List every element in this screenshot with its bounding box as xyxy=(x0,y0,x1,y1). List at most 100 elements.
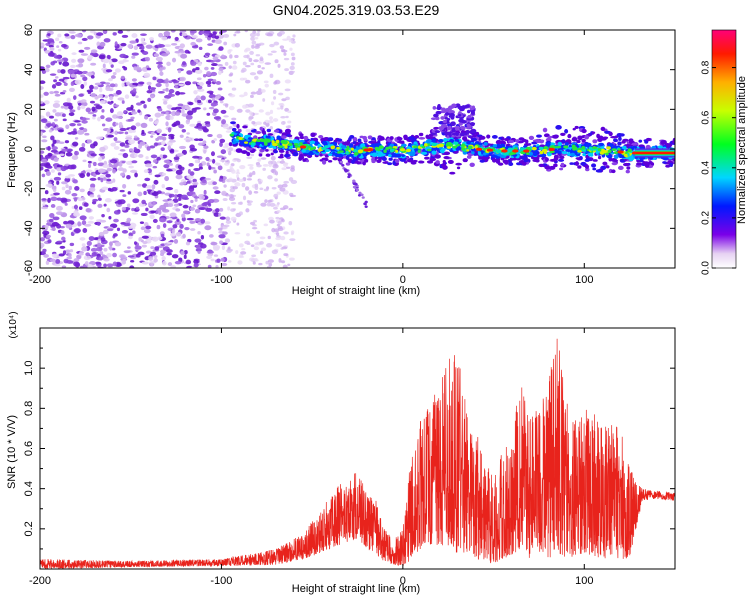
noise-blob xyxy=(40,100,44,105)
noise-blob xyxy=(218,70,222,76)
noise-blob xyxy=(205,156,210,162)
noise-blob xyxy=(203,221,211,225)
signal-blob xyxy=(250,129,257,133)
noise-blob xyxy=(278,30,286,35)
noise-blob xyxy=(204,52,211,56)
noise-blob xyxy=(249,166,254,170)
noise-blob xyxy=(42,203,46,206)
signal-blob xyxy=(449,171,456,175)
noise-blob xyxy=(121,82,125,88)
noise-blob xyxy=(193,262,199,268)
signal-blob xyxy=(509,157,514,161)
noise-blob xyxy=(162,223,167,229)
noise-blob xyxy=(56,240,64,244)
signal-blob xyxy=(387,154,392,157)
noise-blob xyxy=(56,205,63,211)
noise-blob xyxy=(156,207,162,212)
noise-blob xyxy=(101,186,109,191)
noise-blob xyxy=(49,258,56,263)
signal-blob xyxy=(589,148,594,151)
signal-blob xyxy=(538,163,545,168)
signal-peak xyxy=(367,147,374,152)
noise-blob xyxy=(283,231,289,235)
noise-blob xyxy=(46,165,53,169)
noise-blob xyxy=(155,61,164,65)
noise-blob xyxy=(238,255,245,259)
noise-blob xyxy=(179,43,185,49)
noise-blob xyxy=(67,164,75,170)
noise-blob xyxy=(146,67,152,71)
noise-blob xyxy=(42,248,47,253)
noise-blob xyxy=(207,181,213,186)
noise-blob xyxy=(72,179,78,184)
noise-blob xyxy=(123,222,131,227)
noise-blob xyxy=(284,68,289,72)
noise-blob xyxy=(51,221,59,226)
noise-blob xyxy=(185,119,190,125)
noise-blob xyxy=(281,183,288,188)
noise-blob xyxy=(173,239,179,244)
signal-blob xyxy=(528,135,535,140)
signal-blob xyxy=(275,139,280,144)
noise-blob xyxy=(191,34,198,39)
noise-blob xyxy=(99,100,106,104)
noise-blob xyxy=(92,116,96,120)
noise-blob xyxy=(64,177,71,183)
noise-blob xyxy=(208,198,215,204)
signal-blob xyxy=(595,169,603,173)
noise-blob xyxy=(283,180,290,184)
signal-blob xyxy=(340,145,346,149)
noise-blob xyxy=(144,163,153,168)
signal-blob xyxy=(347,175,351,179)
signal-blob xyxy=(411,147,416,152)
signal-blob xyxy=(451,103,457,108)
noise-blob xyxy=(275,171,279,176)
signal-blob xyxy=(635,162,643,166)
noise-blob xyxy=(59,153,65,156)
noise-blob xyxy=(61,148,68,152)
signal-blob xyxy=(321,160,327,165)
noise-blob xyxy=(229,167,235,172)
signal-blob xyxy=(444,112,450,116)
noise-blob xyxy=(87,35,94,40)
noise-blob xyxy=(85,252,91,257)
signal-blob xyxy=(254,130,262,135)
signal-blob xyxy=(433,113,439,118)
noise-blob xyxy=(97,221,101,226)
signal-blob xyxy=(491,158,497,163)
noise-blob xyxy=(219,141,223,148)
noise-blob xyxy=(236,174,239,179)
signal-blob xyxy=(374,143,380,148)
noise-blob xyxy=(70,130,78,135)
noise-blob xyxy=(76,129,85,135)
signal-blob xyxy=(258,153,263,157)
signal-blob xyxy=(497,144,503,148)
signal-peak xyxy=(512,149,519,153)
noise-blob xyxy=(154,174,161,178)
noise-blob xyxy=(108,216,112,220)
noise-blob xyxy=(61,265,67,268)
noise-blob xyxy=(276,191,281,195)
signal-blob xyxy=(582,152,587,157)
signal-blob xyxy=(495,149,502,154)
noise-blob xyxy=(156,224,161,230)
noise-blob xyxy=(134,153,138,158)
noise-blob xyxy=(189,206,195,211)
noise-blob xyxy=(78,93,84,97)
noise-blob xyxy=(117,97,125,101)
signal-blob xyxy=(376,150,382,154)
noise-blob xyxy=(68,112,75,117)
noise-blob xyxy=(225,130,232,133)
signal-blob xyxy=(581,145,586,150)
noise-blob xyxy=(142,50,149,55)
noise-blob xyxy=(137,191,143,197)
signal-blob xyxy=(377,140,381,144)
noise-blob xyxy=(131,111,138,115)
signal-blob xyxy=(313,146,317,150)
signal-blob xyxy=(271,140,275,144)
signal-blob xyxy=(309,147,314,151)
noise-blob xyxy=(174,260,182,265)
noise-blob xyxy=(268,163,272,168)
signal-blob xyxy=(585,157,591,162)
signal-blob xyxy=(332,157,338,161)
